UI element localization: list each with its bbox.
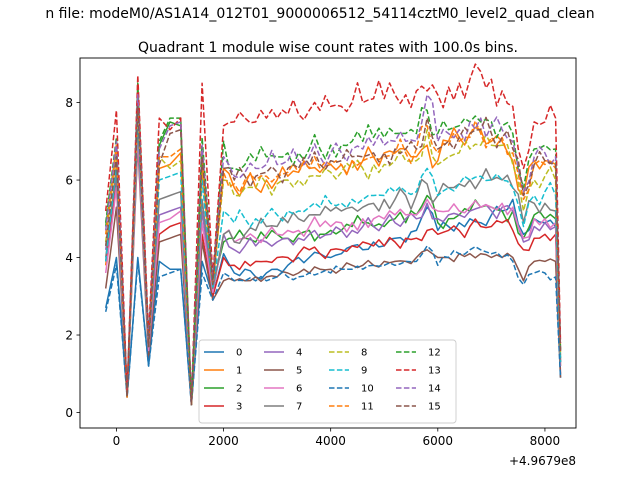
legend-label-1: 1 <box>236 366 242 377</box>
series-layer <box>104 63 562 406</box>
legend-label-15: 15 <box>428 402 441 413</box>
legend-label-5: 5 <box>296 366 302 377</box>
legend-label-6: 6 <box>296 384 302 395</box>
x-axis: 0 2000 4000 6000 8000 <box>113 428 561 448</box>
y-tick-label: 4 <box>65 251 73 265</box>
x-tick-label: 2000 <box>208 434 239 448</box>
legend-label-7: 7 <box>296 402 302 413</box>
legend-label-12: 12 <box>428 348 441 359</box>
legend-label-0: 0 <box>236 348 242 359</box>
series-line-9 <box>104 117 562 406</box>
plot-area <box>79 57 577 429</box>
legend-box <box>198 339 457 424</box>
legend-label-13: 13 <box>428 366 441 377</box>
legend-label-2: 2 <box>236 384 242 395</box>
legend-label-3: 3 <box>236 402 242 413</box>
y-tick-label: 2 <box>65 329 73 343</box>
series-line-7 <box>104 121 562 406</box>
legend-label-14: 14 <box>428 384 441 395</box>
x-axis-offset-label: +4.9679e8 <box>509 454 576 468</box>
series-line-5 <box>104 144 562 406</box>
legend-label-8: 8 <box>361 348 367 359</box>
legend-label-11: 11 <box>361 402 374 413</box>
y-tick-label: 8 <box>65 96 73 110</box>
y-axis: 0 2 4 6 8 <box>65 96 80 420</box>
y-tick-label: 0 <box>65 406 73 420</box>
series-line-1 <box>104 117 562 406</box>
x-tick-label: 4000 <box>315 434 346 448</box>
axes-frame <box>79 57 577 429</box>
series-line-6 <box>104 136 562 406</box>
x-tick-label: 0 <box>113 434 121 448</box>
x-tick-label: 8000 <box>530 434 561 448</box>
figure-suptitle: n file: modeM0/AS1A14_012T01_9000006512_… <box>45 6 594 22</box>
series-line-15 <box>104 105 562 406</box>
x-tick-label: 6000 <box>423 434 454 448</box>
legend-label-10: 10 <box>361 384 374 395</box>
series-line-0 <box>104 198 562 406</box>
series-line-10 <box>104 245 562 406</box>
chart-title: Quadrant 1 module wise count rates with … <box>138 40 518 56</box>
series-line-11 <box>104 90 562 406</box>
legend-label-9: 9 <box>361 366 367 377</box>
y-tick-label: 6 <box>65 174 73 188</box>
legend-label-4: 4 <box>296 348 302 359</box>
